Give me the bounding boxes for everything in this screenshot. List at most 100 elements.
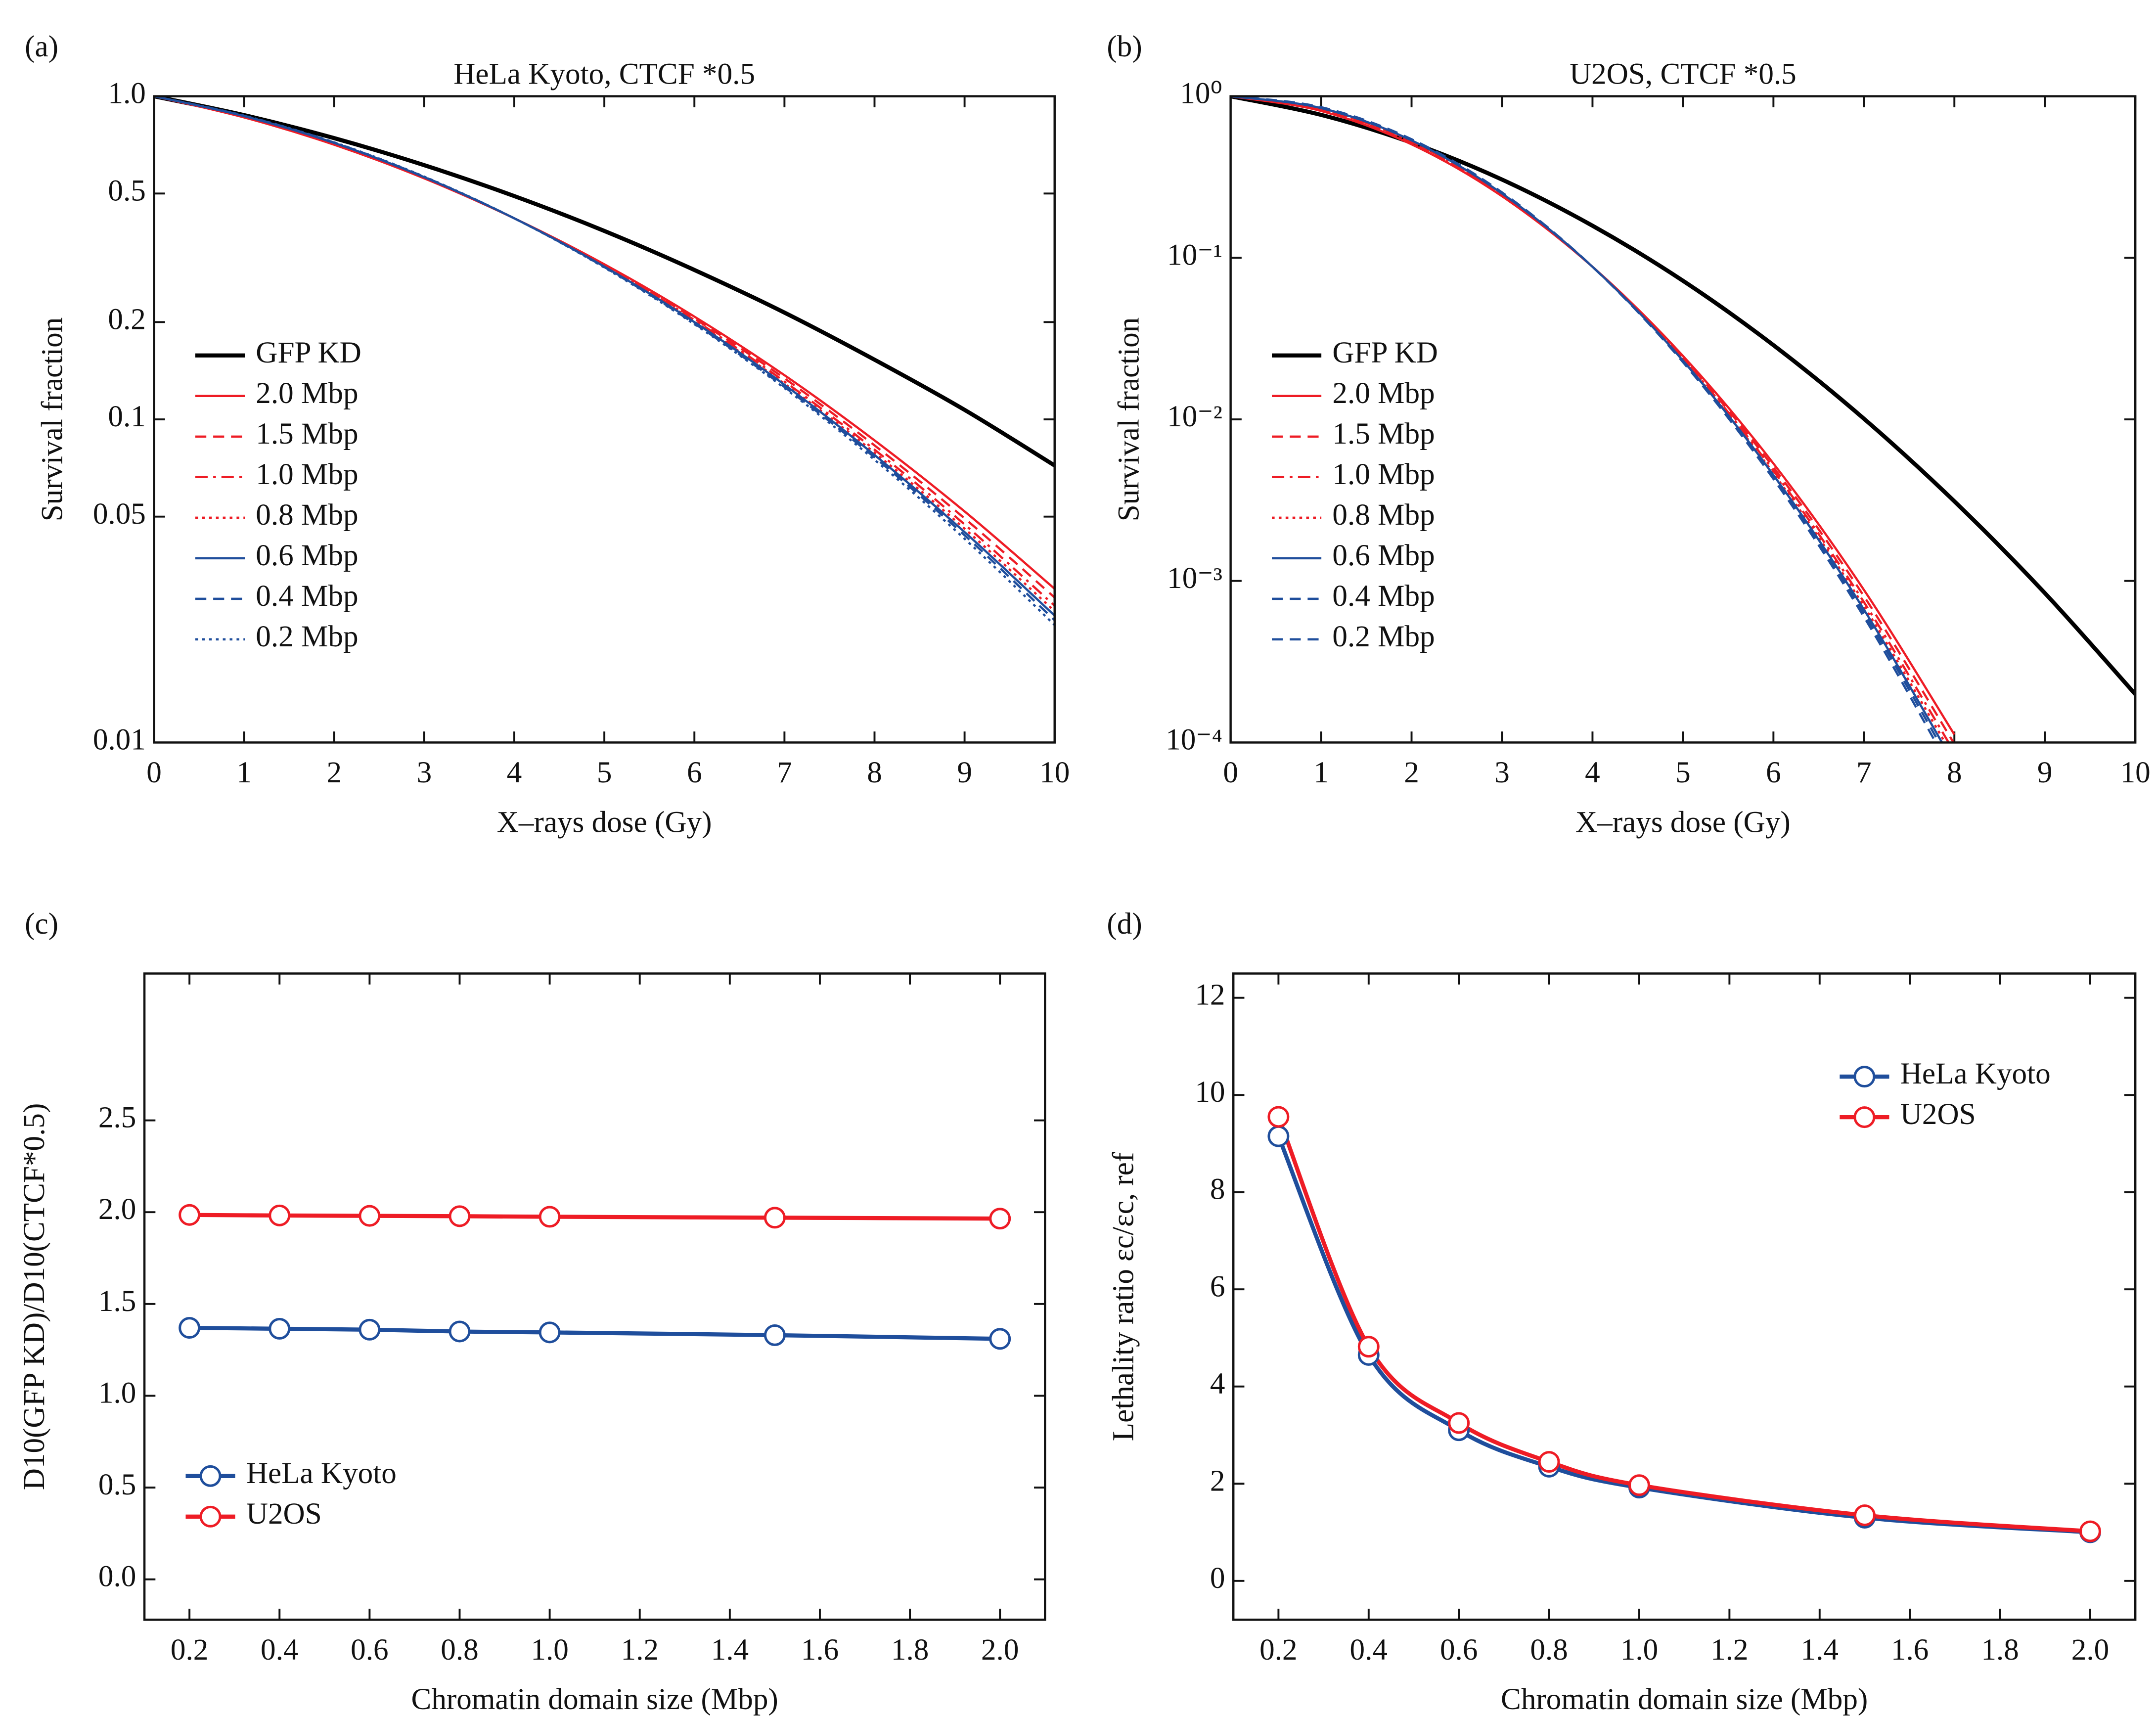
legend-marker: [199, 1465, 222, 1487]
x-axis-label: Chromatin domain size (Mbp): [1501, 1682, 1868, 1716]
marker: [989, 1328, 1011, 1350]
x-tick-label: 0.2: [1259, 1633, 1297, 1667]
x-tick-label: 0: [1223, 756, 1238, 789]
legend-marker: [199, 1505, 222, 1528]
x-tick-label: 4: [507, 756, 522, 789]
x-tick-label: 0.4: [261, 1633, 298, 1667]
x-tick-label: 4: [1585, 756, 1600, 789]
marker: [764, 1207, 786, 1229]
y-tick-label: 10⁻¹: [1167, 238, 1222, 271]
y-tick-label: 1.0: [108, 77, 145, 110]
y-tick-label: 10: [1195, 1075, 1225, 1109]
x-tick-label: 1.0: [1620, 1633, 1658, 1667]
x-tick-label: 6: [1766, 756, 1781, 789]
x-axis-label: Chromatin domain size (Mbp): [411, 1682, 778, 1716]
series-line: [1276, 1116, 2091, 1534]
marker: [989, 1208, 1011, 1230]
y-tick-label: 2: [1210, 1464, 1225, 1497]
y-tick-label: 0.5: [108, 174, 145, 207]
y-tick-label: 0.2: [108, 302, 145, 336]
x-tick-label: 1.2: [1710, 1633, 1748, 1667]
x-tick-label: 2.0: [2071, 1633, 2109, 1667]
series-line: [1276, 1135, 2091, 1535]
panel: (d) 0.2 0.4 0.6 0.8 1.0 1.2 1.4 1.6 1.8 2.0 0 2 4 6 8 10…: [1106, 907, 2137, 1716]
legend-label: 2.0 Mbp: [1332, 376, 1435, 410]
legend-label: HeLa Kyoto: [1900, 1057, 2051, 1090]
marker: [539, 1206, 561, 1228]
legend-label: 0.8 Mbp: [1332, 498, 1435, 532]
marker: [1267, 1125, 1290, 1147]
marker: [449, 1320, 471, 1343]
legend-label: 0.2 Mbp: [1332, 620, 1435, 653]
x-tick-label: 1: [236, 756, 252, 789]
legend-marker: [1853, 1106, 1876, 1129]
y-tick-label: 0.5: [98, 1468, 136, 1501]
y-tick-label: 1.5: [98, 1284, 136, 1318]
y-tick-label: 0.1: [108, 400, 145, 433]
legend-label: 1.0 Mbp: [256, 457, 358, 491]
marker: [764, 1324, 786, 1346]
legend-label: 1.5 Mbp: [1332, 417, 1435, 451]
x-tick-label: 0.4: [1350, 1633, 1388, 1667]
marker: [179, 1204, 201, 1226]
y-tick-label: 0.0: [98, 1560, 136, 1593]
x-tick-label: 1.2: [621, 1633, 659, 1667]
legend-label: GFP KD: [1332, 336, 1438, 369]
marker: [449, 1205, 471, 1227]
x-tick-label: 7: [1856, 756, 1872, 789]
panel: (b) U2OS, CTCF *0.5 0 1 2 3 4 5 6 7 8 9 10 10⁻⁴ 10⁻³ 10…: [1107, 30, 2150, 839]
x-tick-label: 3: [417, 756, 432, 789]
marker: [359, 1205, 381, 1227]
marker: [1267, 1106, 1290, 1128]
series-line: [189, 1213, 1000, 1221]
series-layer: [1276, 1116, 2091, 1535]
marker: [179, 1317, 201, 1339]
chart-title: HeLa Kyoto, CTCF *0.5: [453, 57, 755, 91]
series-line: [154, 96, 1055, 467]
panel: (a) HeLa Kyoto, CTCF *0.5 0 1 2 3 4 5 6 7 8 9 10 0.01…: [25, 30, 1070, 839]
marker: [359, 1318, 381, 1341]
legend-label: 0.8 Mbp: [256, 498, 358, 532]
legend-label: 0.4 Mbp: [256, 579, 358, 613]
x-tick-label: 0.6: [351, 1633, 388, 1667]
legend-label: 2.0 Mbp: [256, 376, 358, 410]
marker: [269, 1317, 291, 1340]
y-tick-label: 6: [1210, 1269, 1225, 1303]
y-tick-label: 2.0: [98, 1192, 136, 1226]
legend: GFP KD 2.0 Mbp 1.5 Mbp 1.0 Mbp 0.8 Mbp 0.6 Mb…: [1272, 336, 1438, 653]
series-line: [1230, 96, 1937, 743]
series-line: [189, 1325, 1000, 1341]
marker: [1357, 1336, 1380, 1358]
legend-label: 1.5 Mbp: [256, 417, 358, 451]
legend-label: HeLa Kyoto: [246, 1456, 397, 1490]
legend-label: U2OS: [246, 1497, 322, 1531]
x-tick-label: 0: [146, 756, 162, 789]
x-tick-label: 1.8: [891, 1633, 929, 1667]
x-tick-label: 9: [2037, 756, 2053, 789]
plot-frame: [143, 972, 1046, 1621]
y-tick-label: 10⁻⁴: [1166, 723, 1222, 756]
series-line: [1230, 96, 1955, 743]
x-tick-label: 9: [957, 756, 972, 789]
x-tick-label: 2: [1404, 756, 1419, 789]
x-tick-label: 10: [1039, 756, 1070, 789]
x-tick-label: 1.0: [531, 1633, 568, 1667]
legend-label: 1.0 Mbp: [1332, 457, 1435, 491]
y-tick-label: 10⁻²: [1167, 400, 1222, 433]
series-layer: [189, 1213, 1000, 1341]
panel-label: (a): [25, 30, 58, 63]
x-tick-label: 2: [326, 756, 342, 789]
panel: (c) 0.2 0.4 0.6 0.8 1.0 1.2 1.4 1.6 1.8 2.0 0.0 0.5 1…: [17, 907, 1046, 1716]
y-tick-label: 0.01: [93, 723, 146, 756]
plot-frame: [1232, 972, 2137, 1621]
y-axis-label: Lethality ratio εc/εc, ref: [1106, 1152, 1140, 1441]
x-tick-label: 1: [1313, 756, 1329, 789]
legend-label: 0.6 Mbp: [256, 539, 358, 572]
y-axis-label: Survival fraction: [1112, 317, 1145, 522]
y-tick-label: 4: [1210, 1367, 1225, 1400]
plot-frame: [1229, 95, 2137, 744]
x-tick-label: 2.0: [981, 1633, 1019, 1667]
marker: [269, 1204, 291, 1226]
x-tick-label: 1.6: [801, 1633, 839, 1667]
